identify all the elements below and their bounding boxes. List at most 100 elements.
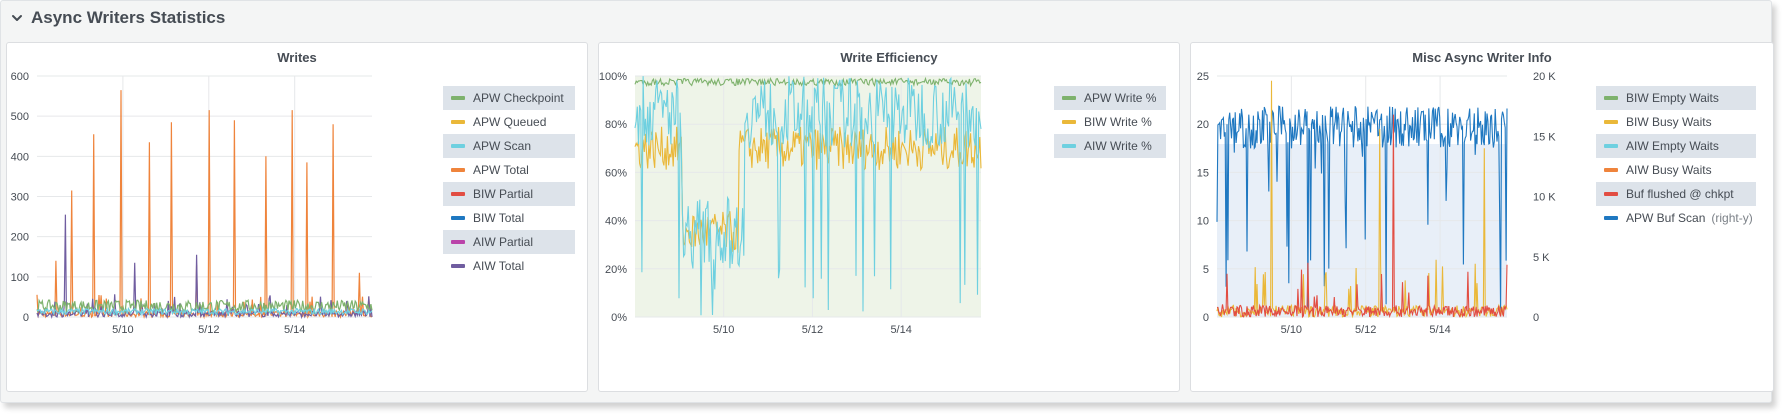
legend-label: APW Buf Scan [1626, 211, 1706, 225]
chevron-down-icon[interactable] [9, 10, 25, 26]
legend-note: (right-y) [1711, 211, 1753, 225]
y-tick-label: 200 [11, 232, 29, 244]
y-tick-label: 0% [611, 312, 627, 324]
misc-async-writer-plot[interactable]: 0 5 10 15 20 25 5/10 5/12 5/14 0 5 K 10 K 15 K 20 K [1191, 43, 1601, 392]
y-left-tick-label: 0 [1203, 312, 1209, 324]
series-line [634, 76, 982, 88]
x-tick-label: 5/14 [284, 324, 305, 336]
y-left-tick-label: 15 [1197, 167, 1209, 179]
panel-title[interactable]: Write Efficiency [840, 50, 938, 65]
legend-label: Buf flushed @ chkpt [1626, 187, 1734, 201]
legend-item[interactable]: AIW Empty Waits [1596, 134, 1756, 158]
x-tick-label: 5/10 [112, 324, 133, 336]
legend-item[interactable]: AIW Write % [1054, 134, 1166, 158]
legend-swatch [451, 96, 465, 100]
series-line [1216, 105, 1508, 314]
legend-swatch [1604, 120, 1618, 124]
write-efficiency-plot[interactable]: 0% 20% 40% 60% 80% 100% 5/10 5/12 5/14 [599, 43, 1059, 392]
legend-item[interactable]: APW Scan [443, 134, 575, 158]
x-tick-label: 5/14 [890, 324, 911, 336]
y-right-tick-label: 20 K [1533, 71, 1556, 83]
writes-plot[interactable]: 0 100 200 300 400 500 600 5/10 5/12 5/14 [7, 43, 447, 392]
series-line [634, 76, 982, 316]
y-left-tick-label: 10 [1197, 216, 1209, 228]
legend-item[interactable]: AIW Total [443, 254, 575, 278]
legend-swatch [1604, 144, 1618, 148]
legend-swatch [1604, 96, 1618, 100]
write-efficiency-panel[interactable]: Write Efficiency 0% 20% 40% 60% 80% 100% 5/10 5… [598, 42, 1180, 392]
series-line [36, 214, 373, 320]
y-tick-label: 40% [605, 216, 627, 228]
writes-legend: APW Checkpoint APW Queued APW Scan APW Tota… [443, 86, 575, 278]
legend-label: APW Checkpoint [473, 91, 564, 105]
legend-swatch [1604, 192, 1618, 196]
legend-swatch [1062, 120, 1076, 124]
legend-item[interactable]: APW Checkpoint [443, 86, 575, 110]
legend-item[interactable]: BIW Write % [1054, 110, 1166, 134]
legend-item[interactable]: Buf flushed @ chkpt [1596, 182, 1756, 206]
y-right-tick-label: 15 K [1533, 131, 1556, 143]
legend-item[interactable]: AIW Busy Waits [1596, 158, 1756, 182]
y-left-tick-label: 5 [1203, 264, 1209, 276]
legend-swatch [1062, 144, 1076, 148]
legend-item[interactable]: APW Total [443, 158, 575, 182]
legend-swatch [451, 264, 465, 268]
legend-item[interactable]: APW Queued [443, 110, 575, 134]
y-tick-label: 400 [11, 151, 29, 163]
y-tick-label: 600 [11, 71, 29, 83]
legend-item[interactable]: BIW Empty Waits [1596, 86, 1756, 110]
y-left-tick-label: 20 [1197, 119, 1209, 131]
writes-panel[interactable]: Writes 0 100 200 300 400 500 600 5/10 5/12 5/14 A… [6, 42, 588, 392]
legend-swatch [451, 192, 465, 196]
x-tick-label: 5/10 [1281, 324, 1302, 336]
legend-swatch [451, 240, 465, 244]
legend-label: AIW Write % [1084, 139, 1152, 153]
legend-swatch [451, 168, 465, 172]
legend-item[interactable]: APW Write % [1054, 86, 1166, 110]
misc-async-writer-panel[interactable]: Misc Async Writer Info 0 5 10 15 20 25 5/10 5/1… [1190, 42, 1774, 392]
legend-swatch [1604, 216, 1618, 220]
x-tick-label: 5/10 [713, 324, 734, 336]
legend-swatch [451, 144, 465, 148]
row-title: Async Writers Statistics [31, 8, 226, 27]
legend-swatch [451, 120, 465, 124]
legend-label: APW Write % [1084, 91, 1157, 105]
series-line [1216, 80, 1508, 319]
legend-label: AIW Busy Waits [1626, 163, 1712, 177]
write-efficiency-legend: APW Write % BIW Write % AIW Write % [1054, 86, 1166, 158]
legend-item[interactable]: AIW Partial [443, 230, 575, 254]
y-tick-label: 0 [23, 312, 29, 324]
legend-item[interactable]: BIW Total [443, 206, 575, 230]
y-left-tick-label: 25 [1197, 71, 1209, 83]
legend-label: BIW Empty Waits [1626, 91, 1719, 105]
y-right-tick-label: 5 K [1533, 252, 1550, 264]
x-tick-label: 5/14 [1429, 324, 1450, 336]
legend-label: BIW Total [473, 211, 525, 225]
y-tick-label: 300 [11, 192, 29, 204]
legend-item[interactable]: APW Buf Scan (right-y) [1596, 206, 1756, 230]
y-right-tick-label: 0 [1533, 312, 1539, 324]
y-right-tick-label: 10 K [1533, 192, 1556, 204]
row-header[interactable]: Async Writers Statistics [9, 7, 225, 29]
legend-swatch [1062, 96, 1076, 100]
y-tick-label: 20% [605, 264, 627, 276]
legend-label: BIW Busy Waits [1626, 115, 1712, 129]
y-tick-label: 60% [605, 167, 627, 179]
series-line [36, 90, 373, 320]
legend-label: APW Queued [473, 115, 547, 129]
series-line [1217, 114, 1508, 319]
legend-label: BIW Partial [473, 187, 534, 201]
legend-label: BIW Write % [1084, 115, 1152, 129]
panel-title[interactable]: Writes [277, 50, 317, 65]
y-tick-label: 100% [599, 71, 627, 83]
misc-async-writer-legend: BIW Empty Waits BIW Busy Waits AIW Empty W… [1596, 86, 1756, 230]
legend-swatch [1604, 168, 1618, 172]
panel-title[interactable]: Misc Async Writer Info [1412, 50, 1552, 65]
legend-item[interactable]: BIW Partial [443, 182, 575, 206]
x-tick-label: 5/12 [198, 324, 219, 336]
y-tick-label: 80% [605, 119, 627, 131]
series-line [36, 306, 373, 317]
legend-label: APW Scan [473, 139, 532, 153]
x-tick-label: 5/12 [802, 324, 823, 336]
legend-item[interactable]: BIW Busy Waits [1596, 110, 1756, 134]
